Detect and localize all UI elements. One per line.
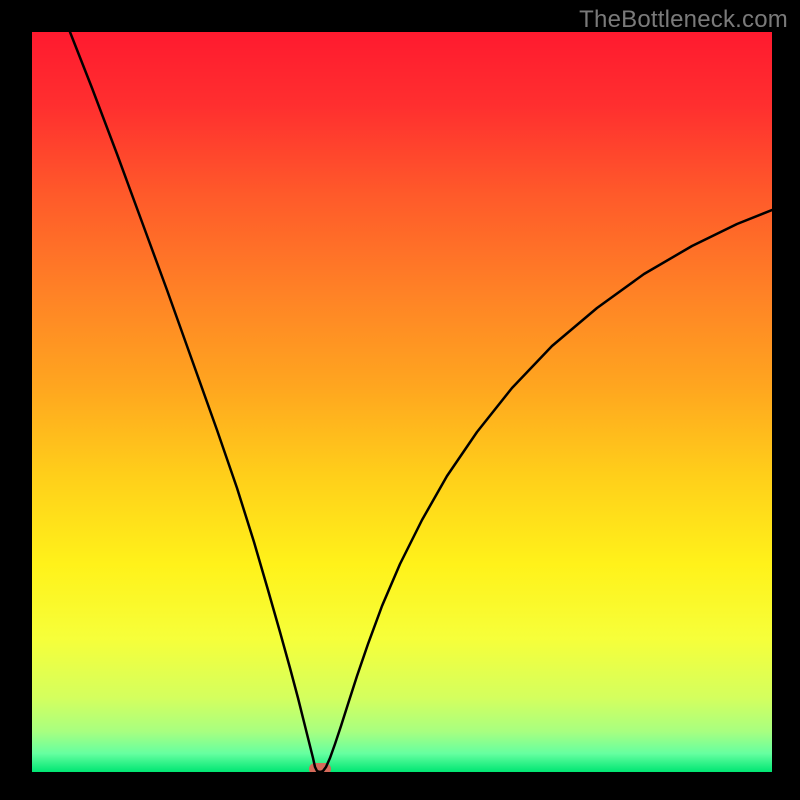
chart-container: TheBottleneck.com — [0, 0, 800, 800]
watermark-text: TheBottleneck.com — [579, 6, 788, 34]
gradient-background — [32, 32, 772, 772]
plot-svg — [32, 32, 772, 772]
plot-frame — [30, 30, 770, 770]
